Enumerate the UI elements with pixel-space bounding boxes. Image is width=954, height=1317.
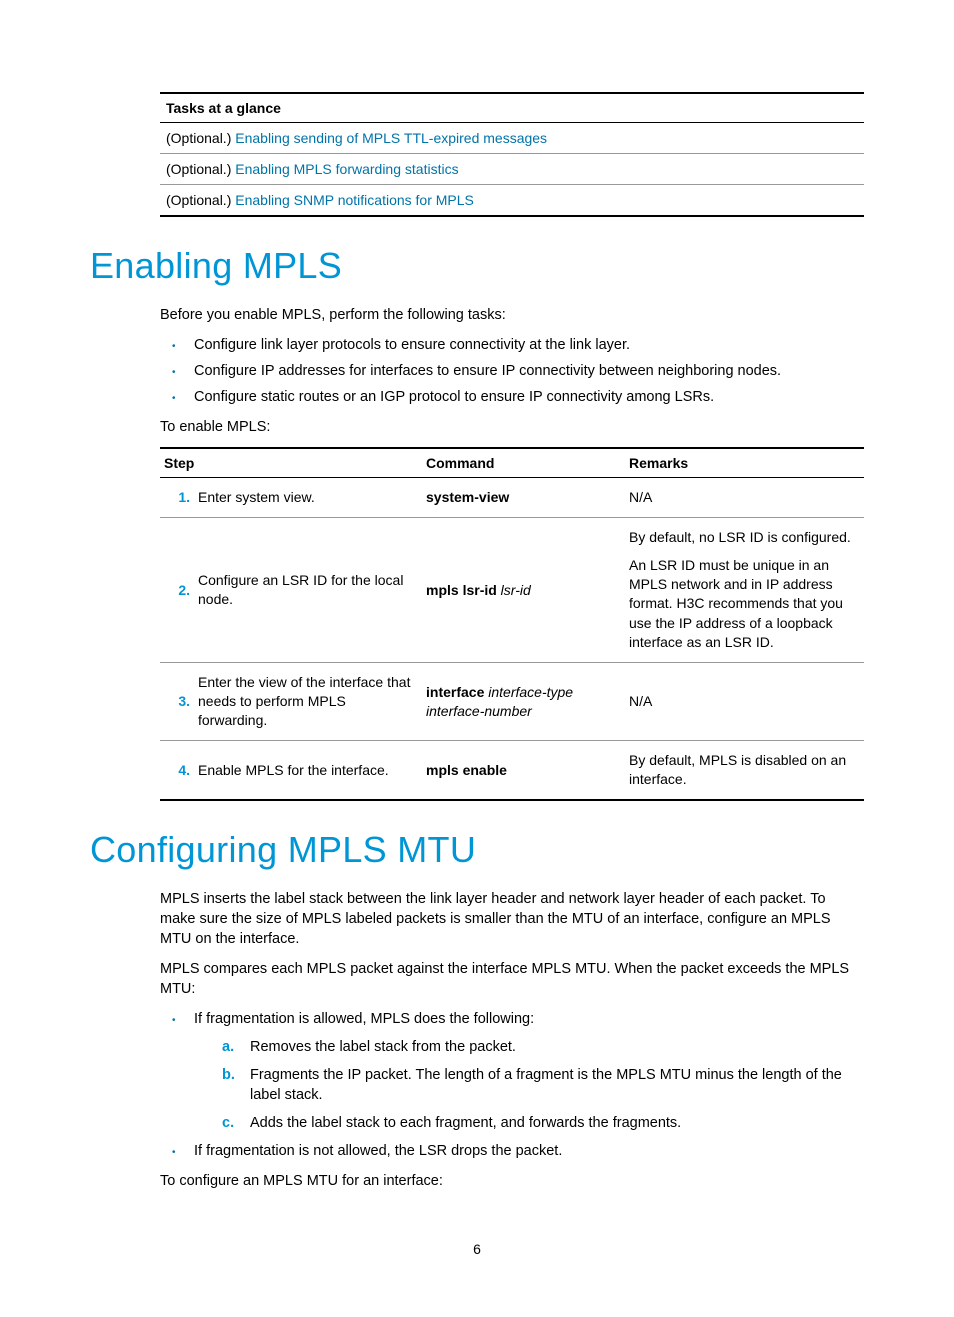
section1-body: Before you enable MPLS, perform the foll… (160, 305, 864, 801)
task-link[interactable]: Enabling MPLS forwarding statistics (235, 161, 458, 177)
list-item: If fragmentation is not allowed, the LSR… (160, 1141, 864, 1161)
list-item: Configure IP addresses for interfaces to… (160, 361, 864, 381)
list-item: If fragmentation is allowed, MPLS does t… (160, 1009, 864, 1133)
tasks-header: Tasks at a glance (160, 93, 864, 123)
table-row: (Optional.) Enabling sending of MPLS TTL… (160, 123, 864, 154)
steps-table: Step Command Remarks 1. Enter system vie… (160, 447, 864, 801)
task-link[interactable]: Enabling SNMP notifications for MPLS (235, 192, 474, 208)
lead-text: To enable MPLS: (160, 417, 864, 437)
step-number: 2. (160, 518, 194, 663)
prereq-list: Configure link layer protocols to ensure… (160, 335, 864, 407)
step-command: mpls lsr-id lsr-id (422, 518, 625, 663)
table-row: 2. Configure an LSR ID for the local nod… (160, 518, 864, 663)
list-item: c.Adds the label stack to each fragment,… (222, 1113, 864, 1133)
step-command: interface interface-type interface-numbe… (422, 663, 625, 741)
heading-mpls-mtu: Configuring MPLS MTU (90, 829, 864, 871)
lead-text: To configure an MPLS MTU for an interfac… (160, 1171, 864, 1191)
step-remarks: N/A (625, 478, 864, 518)
step-remarks: By default, no LSR ID is configured. An … (625, 518, 864, 663)
section2-body: MPLS inserts the label stack between the… (160, 889, 864, 1191)
step-command: system-view (422, 478, 625, 518)
step-remarks: By default, MPLS is disabled on an inter… (625, 740, 864, 800)
paragraph: MPLS compares each MPLS packet against t… (160, 959, 864, 999)
paragraph: MPLS inserts the label stack between the… (160, 889, 864, 949)
frag-list: If fragmentation is allowed, MPLS does t… (160, 1009, 864, 1161)
task-prefix: (Optional.) (166, 192, 235, 208)
step-desc: Configure an LSR ID for the local node. (194, 518, 422, 663)
col-rem-header: Remarks (625, 448, 864, 478)
tasks-table-container: Tasks at a glance (Optional.) Enabling s… (160, 92, 864, 217)
table-row: 3. Enter the view of the interface that … (160, 663, 864, 741)
lettered-list: a.Removes the label stack from the packe… (222, 1037, 864, 1133)
table-row: 1. Enter system view. system-view N/A (160, 478, 864, 518)
task-link[interactable]: Enabling sending of MPLS TTL-expired mes… (235, 130, 547, 146)
table-row: (Optional.) Enabling MPLS forwarding sta… (160, 154, 864, 185)
task-prefix: (Optional.) (166, 130, 235, 146)
page-number: 6 (90, 1241, 864, 1257)
table-row: 4. Enable MPLS for the interface. mpls e… (160, 740, 864, 800)
tasks-table: Tasks at a glance (Optional.) Enabling s… (160, 92, 864, 217)
col-cmd-header: Command (422, 448, 625, 478)
step-desc: Enable MPLS for the interface. (194, 740, 422, 800)
table-row: (Optional.) Enabling SNMP notifications … (160, 185, 864, 217)
intro-text: Before you enable MPLS, perform the foll… (160, 305, 864, 325)
heading-enabling-mpls: Enabling MPLS (90, 245, 864, 287)
step-remarks: N/A (625, 663, 864, 741)
list-item: Configure static routes or an IGP protoc… (160, 387, 864, 407)
task-prefix: (Optional.) (166, 161, 235, 177)
list-item: b.Fragments the IP packet. The length of… (222, 1065, 864, 1105)
step-desc: Enter system view. (194, 478, 422, 518)
step-command: mpls enable (422, 740, 625, 800)
list-item: Configure link layer protocols to ensure… (160, 335, 864, 355)
col-step-header: Step (160, 448, 422, 478)
step-number: 4. (160, 740, 194, 800)
step-number: 3. (160, 663, 194, 741)
list-item: a.Removes the label stack from the packe… (222, 1037, 864, 1057)
step-number: 1. (160, 478, 194, 518)
step-desc: Enter the view of the interface that nee… (194, 663, 422, 741)
